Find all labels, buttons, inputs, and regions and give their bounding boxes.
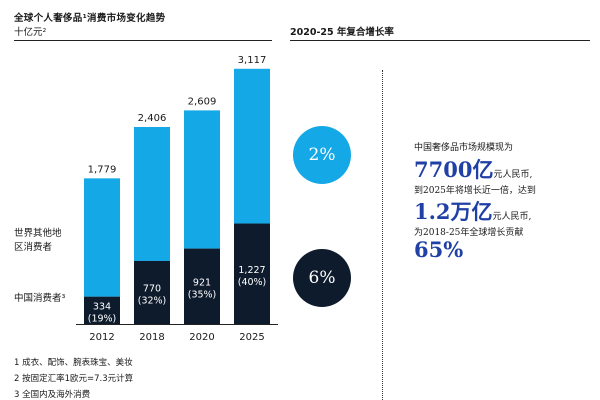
bar-row-2025 <box>234 68 270 224</box>
side-big-3: 65% <box>414 237 463 262</box>
china-value-2025: 1,227 <box>238 265 265 276</box>
bar-row-2020 <box>184 110 220 249</box>
cagr-title: 2020-25 年复合增长率 <box>290 27 394 38</box>
right-divider <box>290 40 590 41</box>
cagr-row-value: 2% <box>308 145 336 165</box>
bar-china-2018 <box>134 260 170 324</box>
x-tick-2018: 2018 <box>139 332 164 343</box>
total-label-2012: 1,779 <box>88 164 117 175</box>
total-label-2020: 2,609 <box>188 96 217 107</box>
side-big-3-value: 65% <box>414 237 464 262</box>
side-big-2-value: 1.2万亿 <box>414 199 493 224</box>
dotted-divider <box>382 70 383 400</box>
side-big-2-suffix: 元人民币, <box>492 212 532 222</box>
total-label-2025: 3,117 <box>238 55 267 66</box>
legend-row-line2: 区消费者 <box>14 242 53 253</box>
legend-china: 中国消费者³ <box>14 293 66 304</box>
china-pct-2012: (19%) <box>88 313 117 324</box>
x-tick-2025: 2025 <box>239 332 264 343</box>
bar-row-2012 <box>84 178 120 297</box>
cagr-china-value: 6% <box>308 268 336 288</box>
footnote-1: 1 成衣、配饰、腕表珠宝、美妆 <box>14 358 133 368</box>
side-big-2: 1.2万亿元人民币, <box>414 196 531 226</box>
china-value-2018: 770 <box>143 283 161 294</box>
left-divider <box>14 40 272 41</box>
bar-china-2025 <box>234 223 270 324</box>
china-pct-2018: (32%) <box>138 295 167 306</box>
bar-row-2018 <box>134 127 170 261</box>
unit-label: 十亿元² <box>14 27 47 38</box>
footnote-2: 2 按固定汇率1欧元=7.3元计算 <box>14 374 134 384</box>
legend-row: 世界其他地 区消费者 <box>14 227 62 255</box>
china-pct-2020: (35%) <box>188 289 217 300</box>
side-big-1-value: 7700亿 <box>414 157 494 182</box>
cagr-row-circle: 2% <box>293 126 351 184</box>
side-text-line1: 中国奢侈品市场规模现为 <box>414 143 514 153</box>
x-tick-2020: 2020 <box>189 332 214 343</box>
china-value-2020: 921 <box>193 277 211 288</box>
cagr-china-circle: 6% <box>293 249 351 307</box>
china-pct-2025: (40%) <box>238 277 267 288</box>
x-tick-2012: 2012 <box>89 332 114 343</box>
chart-title: 全球个人奢侈品¹消费市场变化趋势 <box>14 13 166 24</box>
legend-row-line1: 世界其他地 <box>14 228 62 239</box>
side-big-1-suffix: 元人民币, <box>493 170 533 180</box>
total-label-2018: 2,406 <box>138 113 167 124</box>
bar-china-2012 <box>84 296 120 324</box>
side-text-line3: 为2018-25年全球增长贡献 <box>414 228 524 238</box>
side-big-1: 7700亿元人民币, <box>414 154 532 184</box>
side-text-line2: 到2025年将增长近一倍，达到 <box>414 186 536 196</box>
footnote-3: 3 全国内及海外消费 <box>14 390 91 400</box>
china-value-2012: 334 <box>93 301 111 312</box>
bar-china-2020 <box>184 248 220 324</box>
